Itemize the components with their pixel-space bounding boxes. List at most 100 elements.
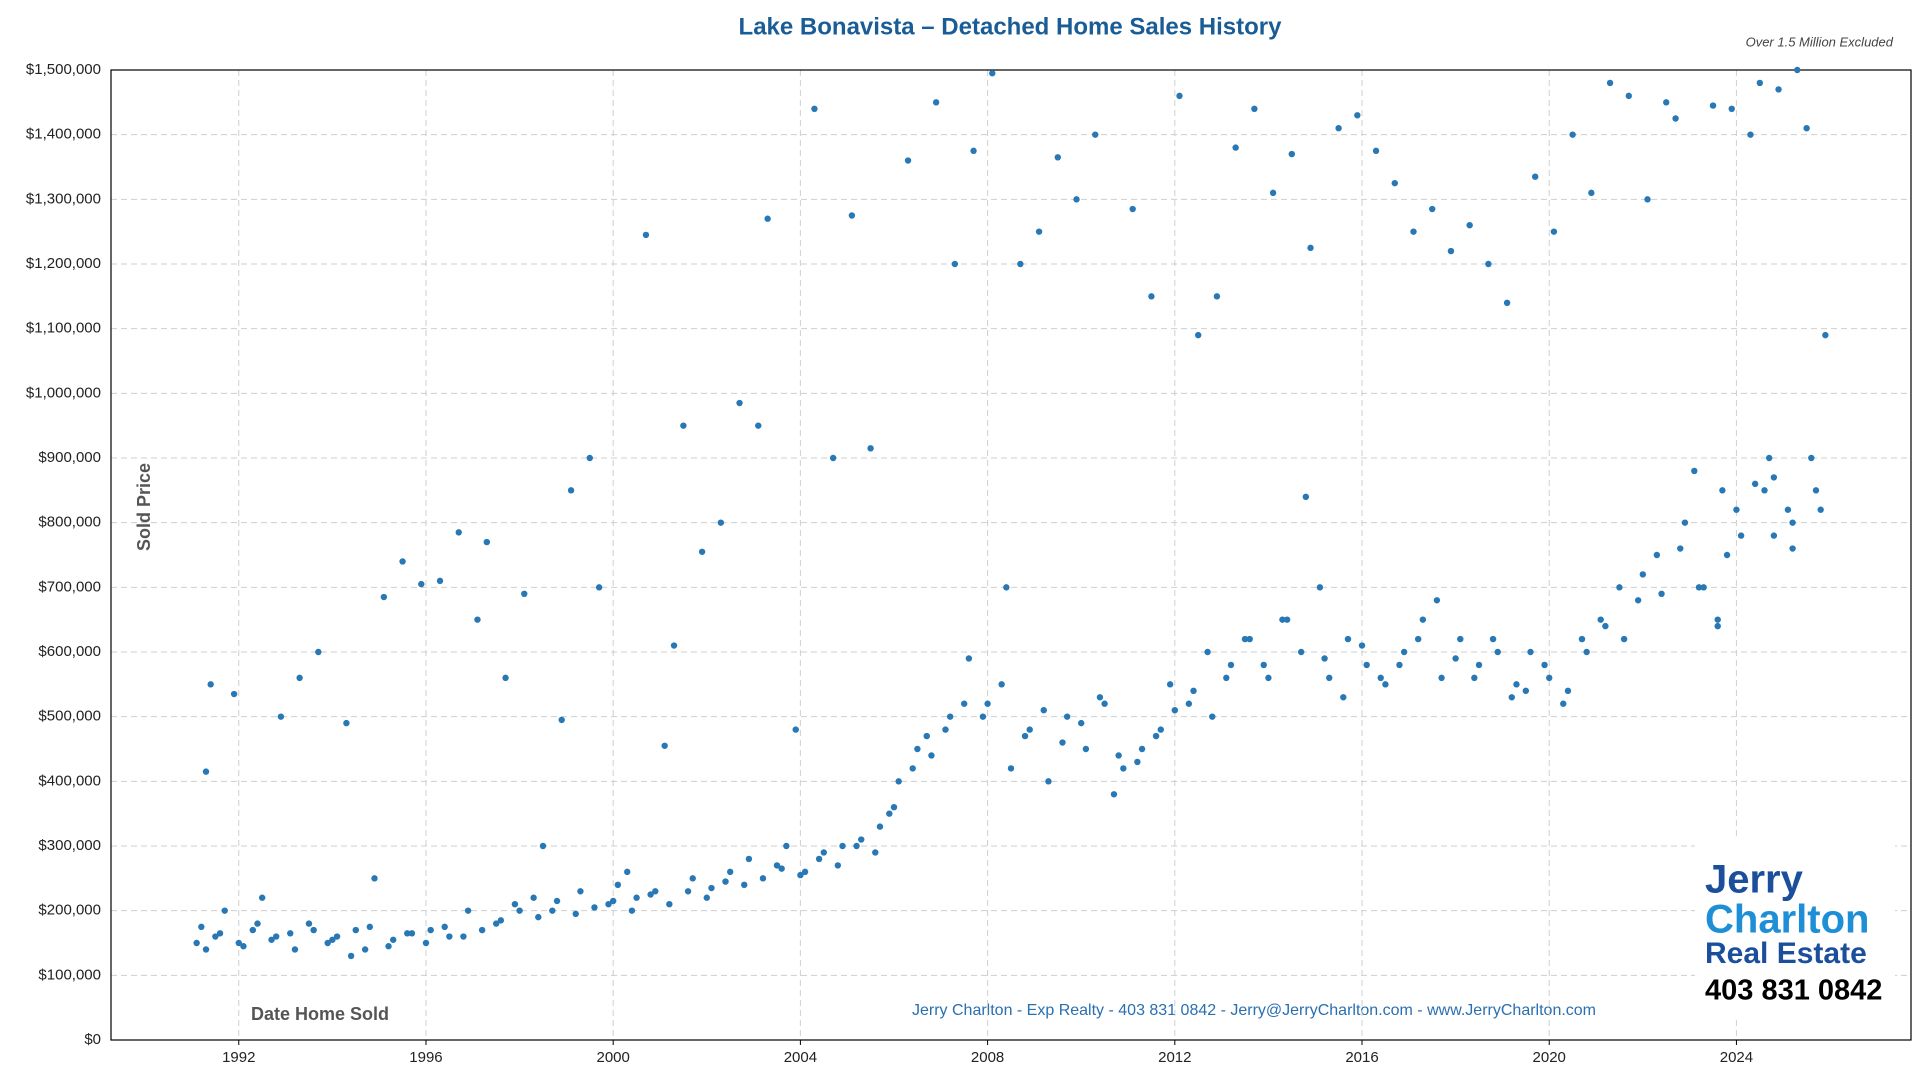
point bbox=[1653, 551, 1661, 559]
point bbox=[647, 891, 654, 898]
point bbox=[1677, 545, 1684, 552]
point bbox=[1316, 584, 1324, 591]
point bbox=[1354, 112, 1361, 119]
point bbox=[773, 862, 781, 869]
point bbox=[872, 849, 879, 856]
y-tick-label: $1,000,000 bbox=[26, 384, 101, 401]
point bbox=[1078, 719, 1085, 727]
point bbox=[736, 399, 743, 407]
point bbox=[511, 901, 519, 908]
point bbox=[815, 855, 823, 863]
point bbox=[1560, 700, 1567, 707]
point bbox=[745, 855, 753, 863]
point bbox=[1176, 92, 1183, 100]
point bbox=[1400, 648, 1408, 656]
point bbox=[240, 943, 247, 950]
point bbox=[1007, 765, 1015, 772]
point bbox=[595, 584, 603, 591]
point bbox=[797, 871, 804, 879]
point bbox=[741, 881, 748, 888]
point bbox=[979, 713, 987, 720]
point bbox=[418, 580, 425, 588]
point bbox=[942, 726, 949, 733]
point bbox=[1765, 454, 1773, 462]
point bbox=[946, 713, 954, 720]
point bbox=[1438, 674, 1445, 682]
point bbox=[1513, 681, 1520, 688]
point bbox=[1583, 648, 1590, 656]
point bbox=[1508, 694, 1515, 701]
point bbox=[385, 943, 392, 950]
footer: Jerry Charlton - Exp Realty - 403 831 08… bbox=[912, 1002, 1596, 1019]
point bbox=[1452, 655, 1459, 662]
point bbox=[1134, 758, 1141, 766]
point bbox=[989, 70, 996, 77]
point bbox=[305, 920, 313, 927]
point bbox=[684, 888, 692, 895]
point bbox=[277, 713, 285, 720]
point bbox=[502, 674, 509, 682]
point bbox=[1054, 154, 1062, 161]
point bbox=[1209, 713, 1216, 720]
point bbox=[1695, 584, 1703, 591]
point bbox=[1602, 622, 1609, 630]
point bbox=[1101, 700, 1108, 707]
point bbox=[464, 907, 472, 914]
point bbox=[460, 933, 467, 940]
point bbox=[492, 920, 500, 927]
point bbox=[1251, 105, 1258, 113]
point bbox=[347, 952, 355, 960]
y-tick-label: $200,000 bbox=[38, 902, 101, 919]
point bbox=[867, 445, 874, 452]
point bbox=[1527, 648, 1534, 656]
point bbox=[1625, 92, 1632, 100]
point bbox=[1714, 616, 1721, 623]
point bbox=[333, 933, 341, 940]
point bbox=[904, 157, 912, 164]
point bbox=[1663, 99, 1670, 106]
point bbox=[1808, 454, 1815, 462]
point bbox=[1770, 474, 1778, 481]
point bbox=[1391, 179, 1398, 187]
point bbox=[886, 810, 893, 817]
point bbox=[876, 823, 884, 830]
point bbox=[722, 878, 729, 885]
point bbox=[427, 926, 434, 934]
point bbox=[1340, 694, 1347, 701]
point bbox=[586, 454, 593, 462]
point bbox=[614, 881, 622, 888]
point bbox=[1789, 519, 1796, 526]
point bbox=[703, 894, 710, 901]
point bbox=[1634, 597, 1642, 604]
point bbox=[258, 894, 266, 901]
point bbox=[1691, 467, 1698, 475]
x-tick-label: 2008 bbox=[971, 1049, 1004, 1066]
point bbox=[1414, 635, 1422, 643]
plot-frame bbox=[110, 69, 1912, 1041]
point bbox=[352, 926, 359, 934]
y-axis-label: Sold Price bbox=[134, 463, 154, 551]
point bbox=[1784, 506, 1792, 513]
y-tick-label: $700,000 bbox=[38, 578, 101, 595]
point bbox=[455, 529, 462, 536]
point bbox=[1269, 189, 1277, 197]
point bbox=[609, 897, 617, 905]
point bbox=[535, 913, 542, 921]
point bbox=[1213, 293, 1221, 300]
point bbox=[1185, 700, 1193, 707]
y-tick-label: $600,000 bbox=[38, 643, 101, 660]
point bbox=[1620, 635, 1628, 643]
point bbox=[778, 865, 785, 872]
point bbox=[474, 616, 481, 623]
x-tick-label: 1992 bbox=[222, 1049, 255, 1066]
point bbox=[1503, 299, 1511, 306]
point bbox=[1494, 648, 1501, 656]
point bbox=[909, 765, 916, 772]
point bbox=[399, 558, 406, 565]
point bbox=[605, 901, 612, 908]
point bbox=[1485, 260, 1492, 268]
point bbox=[1372, 147, 1380, 155]
point bbox=[1129, 205, 1136, 213]
point bbox=[853, 842, 860, 850]
